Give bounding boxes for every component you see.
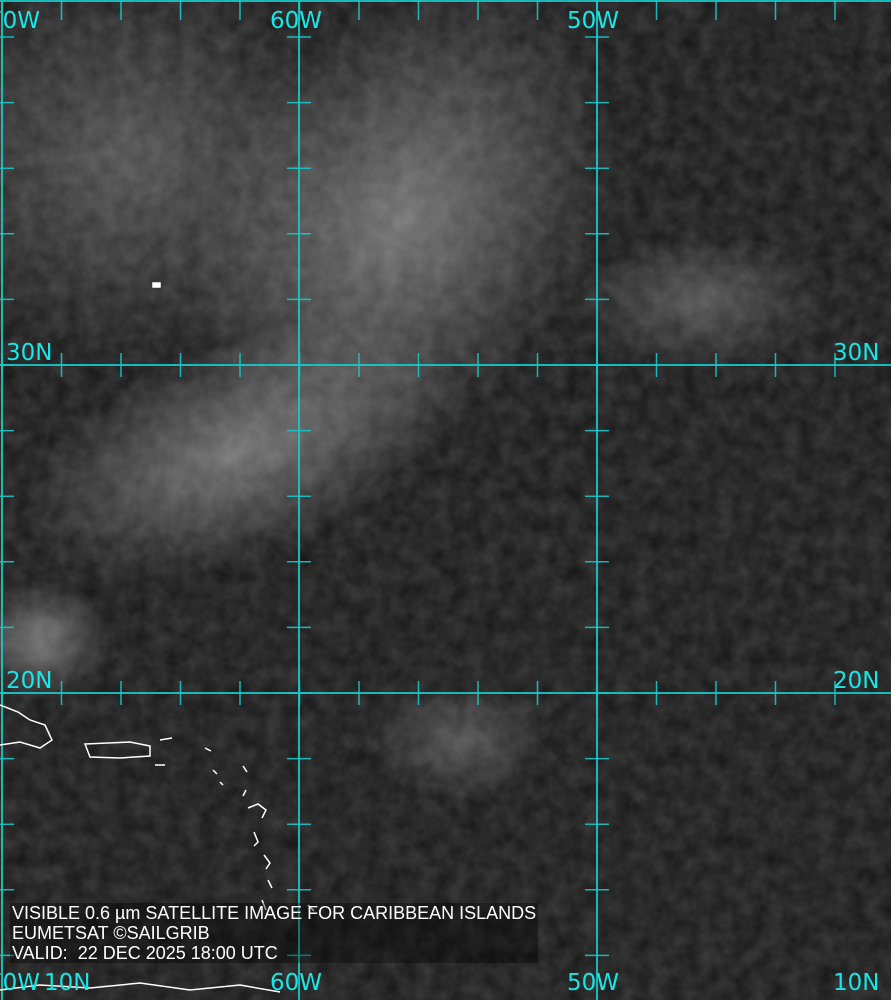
image-caption: VISIBLE 0.6 µm SATELLITE IMAGE FOR CARIB… — [10, 903, 539, 963]
lat-label-left-20n: 20N — [6, 668, 53, 694]
caption-title: VISIBLE 0.6 µm SATELLITE IMAGE FOR CARIB… — [12, 903, 537, 923]
lat-label-left-10n: 10N — [44, 970, 91, 996]
coastlines — [0, 282, 315, 993]
caption-valid-time: VALID: 22 DEC 2025 18:00 UTC — [12, 943, 278, 963]
lat-label-right-10n: 10N — [833, 970, 880, 996]
puerto-rico-coast — [83, 741, 151, 759]
lat-label-left-30n: 30N — [6, 340, 53, 366]
lon-label-top-70w: 70W — [0, 8, 41, 34]
lon-label-bottom-50w: 50W — [567, 970, 620, 996]
lesser-antilles — [204, 747, 315, 912]
grid-ticks — [0, 0, 836, 957]
south-america-coast — [0, 982, 281, 993]
lon-label-top-60w: 60W — [270, 8, 323, 34]
lat-label-right-30n: 30N — [833, 340, 880, 366]
lat-label-right-20n: 20N — [833, 668, 880, 694]
bermuda — [152, 282, 161, 288]
lon-label-top-50w: 50W — [567, 8, 620, 34]
lon-label-bottom-70w: 70W — [0, 970, 41, 996]
virgin-islands-coast — [155, 737, 173, 766]
caption-credit: EUMETSAT ©SAILGRIB — [12, 923, 210, 943]
hispaniola-coast — [0, 704, 53, 749]
lon-label-bottom-60w: 60W — [270, 970, 323, 996]
